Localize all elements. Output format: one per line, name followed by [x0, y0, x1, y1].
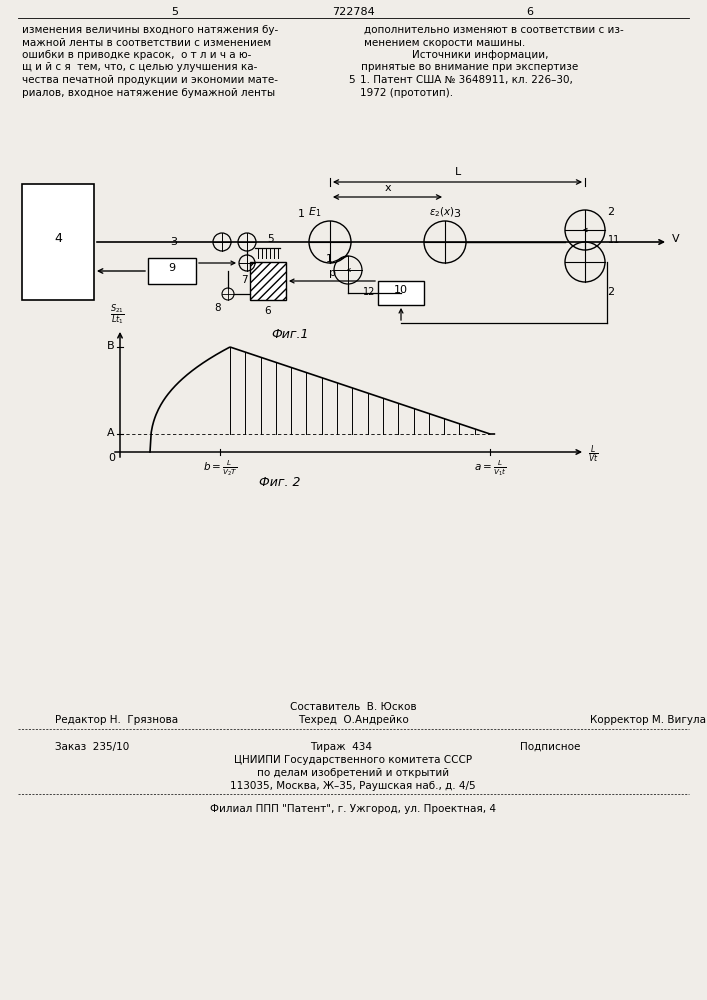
Text: Источники информации,: Источники информации, [411, 50, 548, 60]
Text: Подписное: Подписное [520, 742, 580, 752]
Text: V: V [672, 234, 679, 244]
Text: Заказ  235/10: Заказ 235/10 [55, 742, 129, 752]
Text: 9: 9 [168, 263, 175, 273]
Text: Редактор Н.  Грязнова: Редактор Н. Грязнова [55, 715, 178, 725]
Text: Тираж  434: Тираж 434 [310, 742, 372, 752]
Text: ЦНИИПИ Государственного комитета СССР: ЦНИИПИ Государственного комитета СССР [234, 755, 472, 765]
Text: 1. Патент США № 3648911, кл. 226–30,: 1. Патент США № 3648911, кл. 226–30, [360, 75, 573, 85]
Text: 2: 2 [607, 207, 614, 217]
Text: 0: 0 [108, 453, 115, 463]
Text: 6: 6 [264, 306, 271, 316]
Text: 7: 7 [240, 275, 247, 285]
Text: $b=\frac{L}{V_2 T}$: $b=\frac{L}{V_2 T}$ [203, 458, 238, 478]
Text: 1: 1 [298, 209, 305, 219]
Bar [378, 281, 424, 305]
Text: 3: 3 [453, 209, 460, 219]
Text: Корректор М. Вигула: Корректор М. Вигула [590, 715, 706, 725]
Text: $E_1$: $E_1$ [308, 205, 321, 219]
Text: изменения величины входного натяжения бу-: изменения величины входного натяжения бу… [22, 25, 279, 35]
Text: чества печатной продукции и экономии мате-: чества печатной продукции и экономии мат… [22, 75, 278, 85]
Text: 4: 4 [54, 232, 62, 244]
Text: 11: 11 [608, 235, 620, 245]
Text: риалов, входное натяжение бумажной ленты: риалов, входное натяжение бумажной ленты [22, 88, 275, 98]
Text: 1972 (прототип).: 1972 (прототип). [360, 88, 453, 98]
Text: по делам изобретений и открытий: по делам изобретений и открытий [257, 768, 449, 778]
Text: Составитель  В. Юсков: Составитель В. Юсков [290, 702, 416, 712]
Text: 1: 1 [326, 254, 332, 264]
Text: 5: 5 [267, 234, 274, 244]
Text: 722784: 722784 [332, 7, 375, 17]
Text: Техред  О.Андрейко: Техред О.Андрейко [298, 715, 409, 725]
Text: $\varepsilon_2(x)$: $\varepsilon_2(x)$ [429, 205, 455, 219]
Text: Фиг.1: Фиг.1 [271, 328, 309, 341]
Text: 12: 12 [363, 287, 375, 297]
Text: 5: 5 [348, 75, 355, 85]
Text: 2: 2 [607, 287, 614, 297]
Text: $a=\frac{L}{V_1 t}$: $a=\frac{L}{V_1 t}$ [474, 458, 506, 478]
Text: $\frac{L}{Vt}$: $\frac{L}{Vt}$ [588, 443, 599, 465]
Text: щ и й с я  тем, что, с целью улучшения ка-: щ и й с я тем, что, с целью улучшения ка… [22, 62, 257, 73]
Text: ошибки в приводке красок,  о т л и ч а ю-: ошибки в приводке красок, о т л и ч а ю- [22, 50, 252, 60]
Text: 6: 6 [527, 7, 534, 17]
Text: x: x [384, 183, 391, 193]
Text: $\frac{S_{21}}{Lt_1}$: $\frac{S_{21}}{Lt_1}$ [110, 302, 124, 327]
Text: B: B [107, 341, 115, 351]
Text: 8: 8 [214, 303, 221, 313]
Text: Фиг. 2: Фиг. 2 [259, 476, 300, 489]
Text: менением скорости машины.: менением скорости машины. [364, 37, 525, 47]
Bar [250, 262, 286, 300]
Text: мажной ленты в соответствии с изменением: мажной ленты в соответствии с изменением [22, 37, 271, 47]
Text: Филиал ППП "Патент", г. Ужгород, ул. Проектная, 4: Филиал ППП "Патент", г. Ужгород, ул. Про… [210, 804, 496, 814]
Text: принятые во внимание при экспертизе: принятые во внимание при экспертизе [361, 62, 578, 73]
Text: 113035, Москва, Ж–35, Раушская наб., д. 4/5: 113035, Москва, Ж–35, Раушская наб., д. … [230, 781, 476, 791]
Text: 10: 10 [394, 285, 408, 295]
Bar [22, 184, 94, 300]
Text: 5: 5 [172, 7, 178, 17]
Text: p: p [329, 268, 336, 278]
Text: дополнительно изменяют в соответствии с из-: дополнительно изменяют в соответствии с … [364, 25, 624, 35]
Text: 3: 3 [170, 237, 177, 247]
Bar [148, 258, 196, 284]
Text: A: A [107, 428, 115, 438]
Text: L: L [455, 167, 461, 177]
